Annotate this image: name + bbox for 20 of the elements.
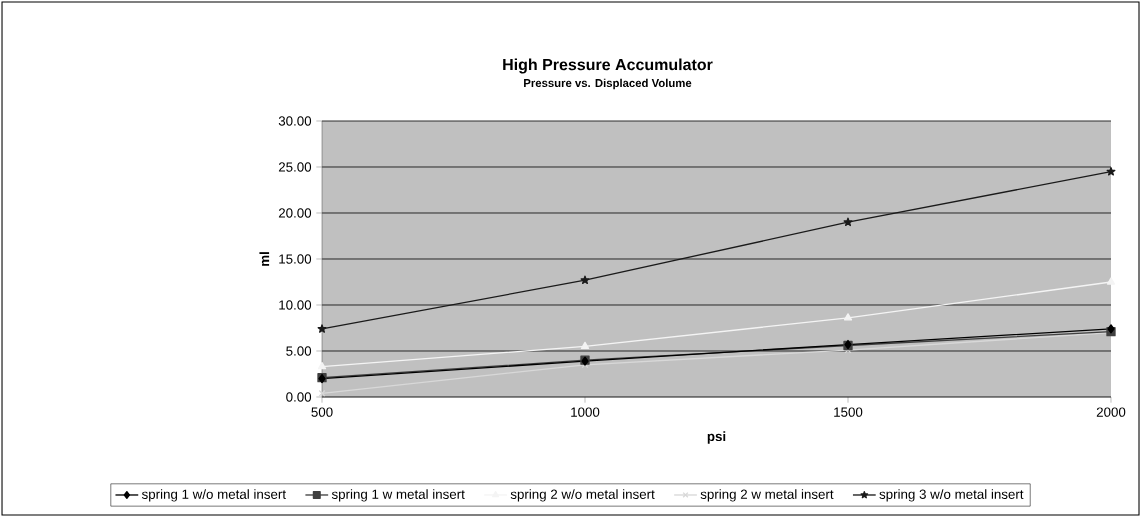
legend-label: spring 2 w metal insert xyxy=(700,489,834,502)
y-tick-label: 30.00 xyxy=(278,116,312,126)
x-tick-label: 1500 xyxy=(834,407,863,417)
legend-label: spring 3 w/o metal insert xyxy=(879,489,1024,502)
chart-subtitle: Pressure vs. Displaced Volume xyxy=(524,78,692,90)
y-axis-title: ml xyxy=(259,252,270,266)
chart-title: High Pressure Accumulator xyxy=(503,58,713,74)
y-tick-label: 0.00 xyxy=(286,392,312,402)
x-tick-label: 1000 xyxy=(571,407,600,417)
x-tick-label: 2000 xyxy=(1096,407,1126,417)
legend-label: spring 1 w/o metal insert xyxy=(141,489,286,502)
legend-label: spring 2 w/o metal insert xyxy=(510,489,655,502)
y-tick-label: 5.00 xyxy=(286,346,312,356)
x-tick-label: 500 xyxy=(311,407,333,417)
y-tick-label: 15.00 xyxy=(279,254,312,264)
y-tick-label: 25.00 xyxy=(278,162,312,172)
y-tick-label: 20.00 xyxy=(278,208,312,218)
y-tick-label: 10.00 xyxy=(279,300,312,310)
x-axis-title: psi xyxy=(707,431,726,444)
legend-label: spring 1 w metal insert xyxy=(331,489,465,502)
